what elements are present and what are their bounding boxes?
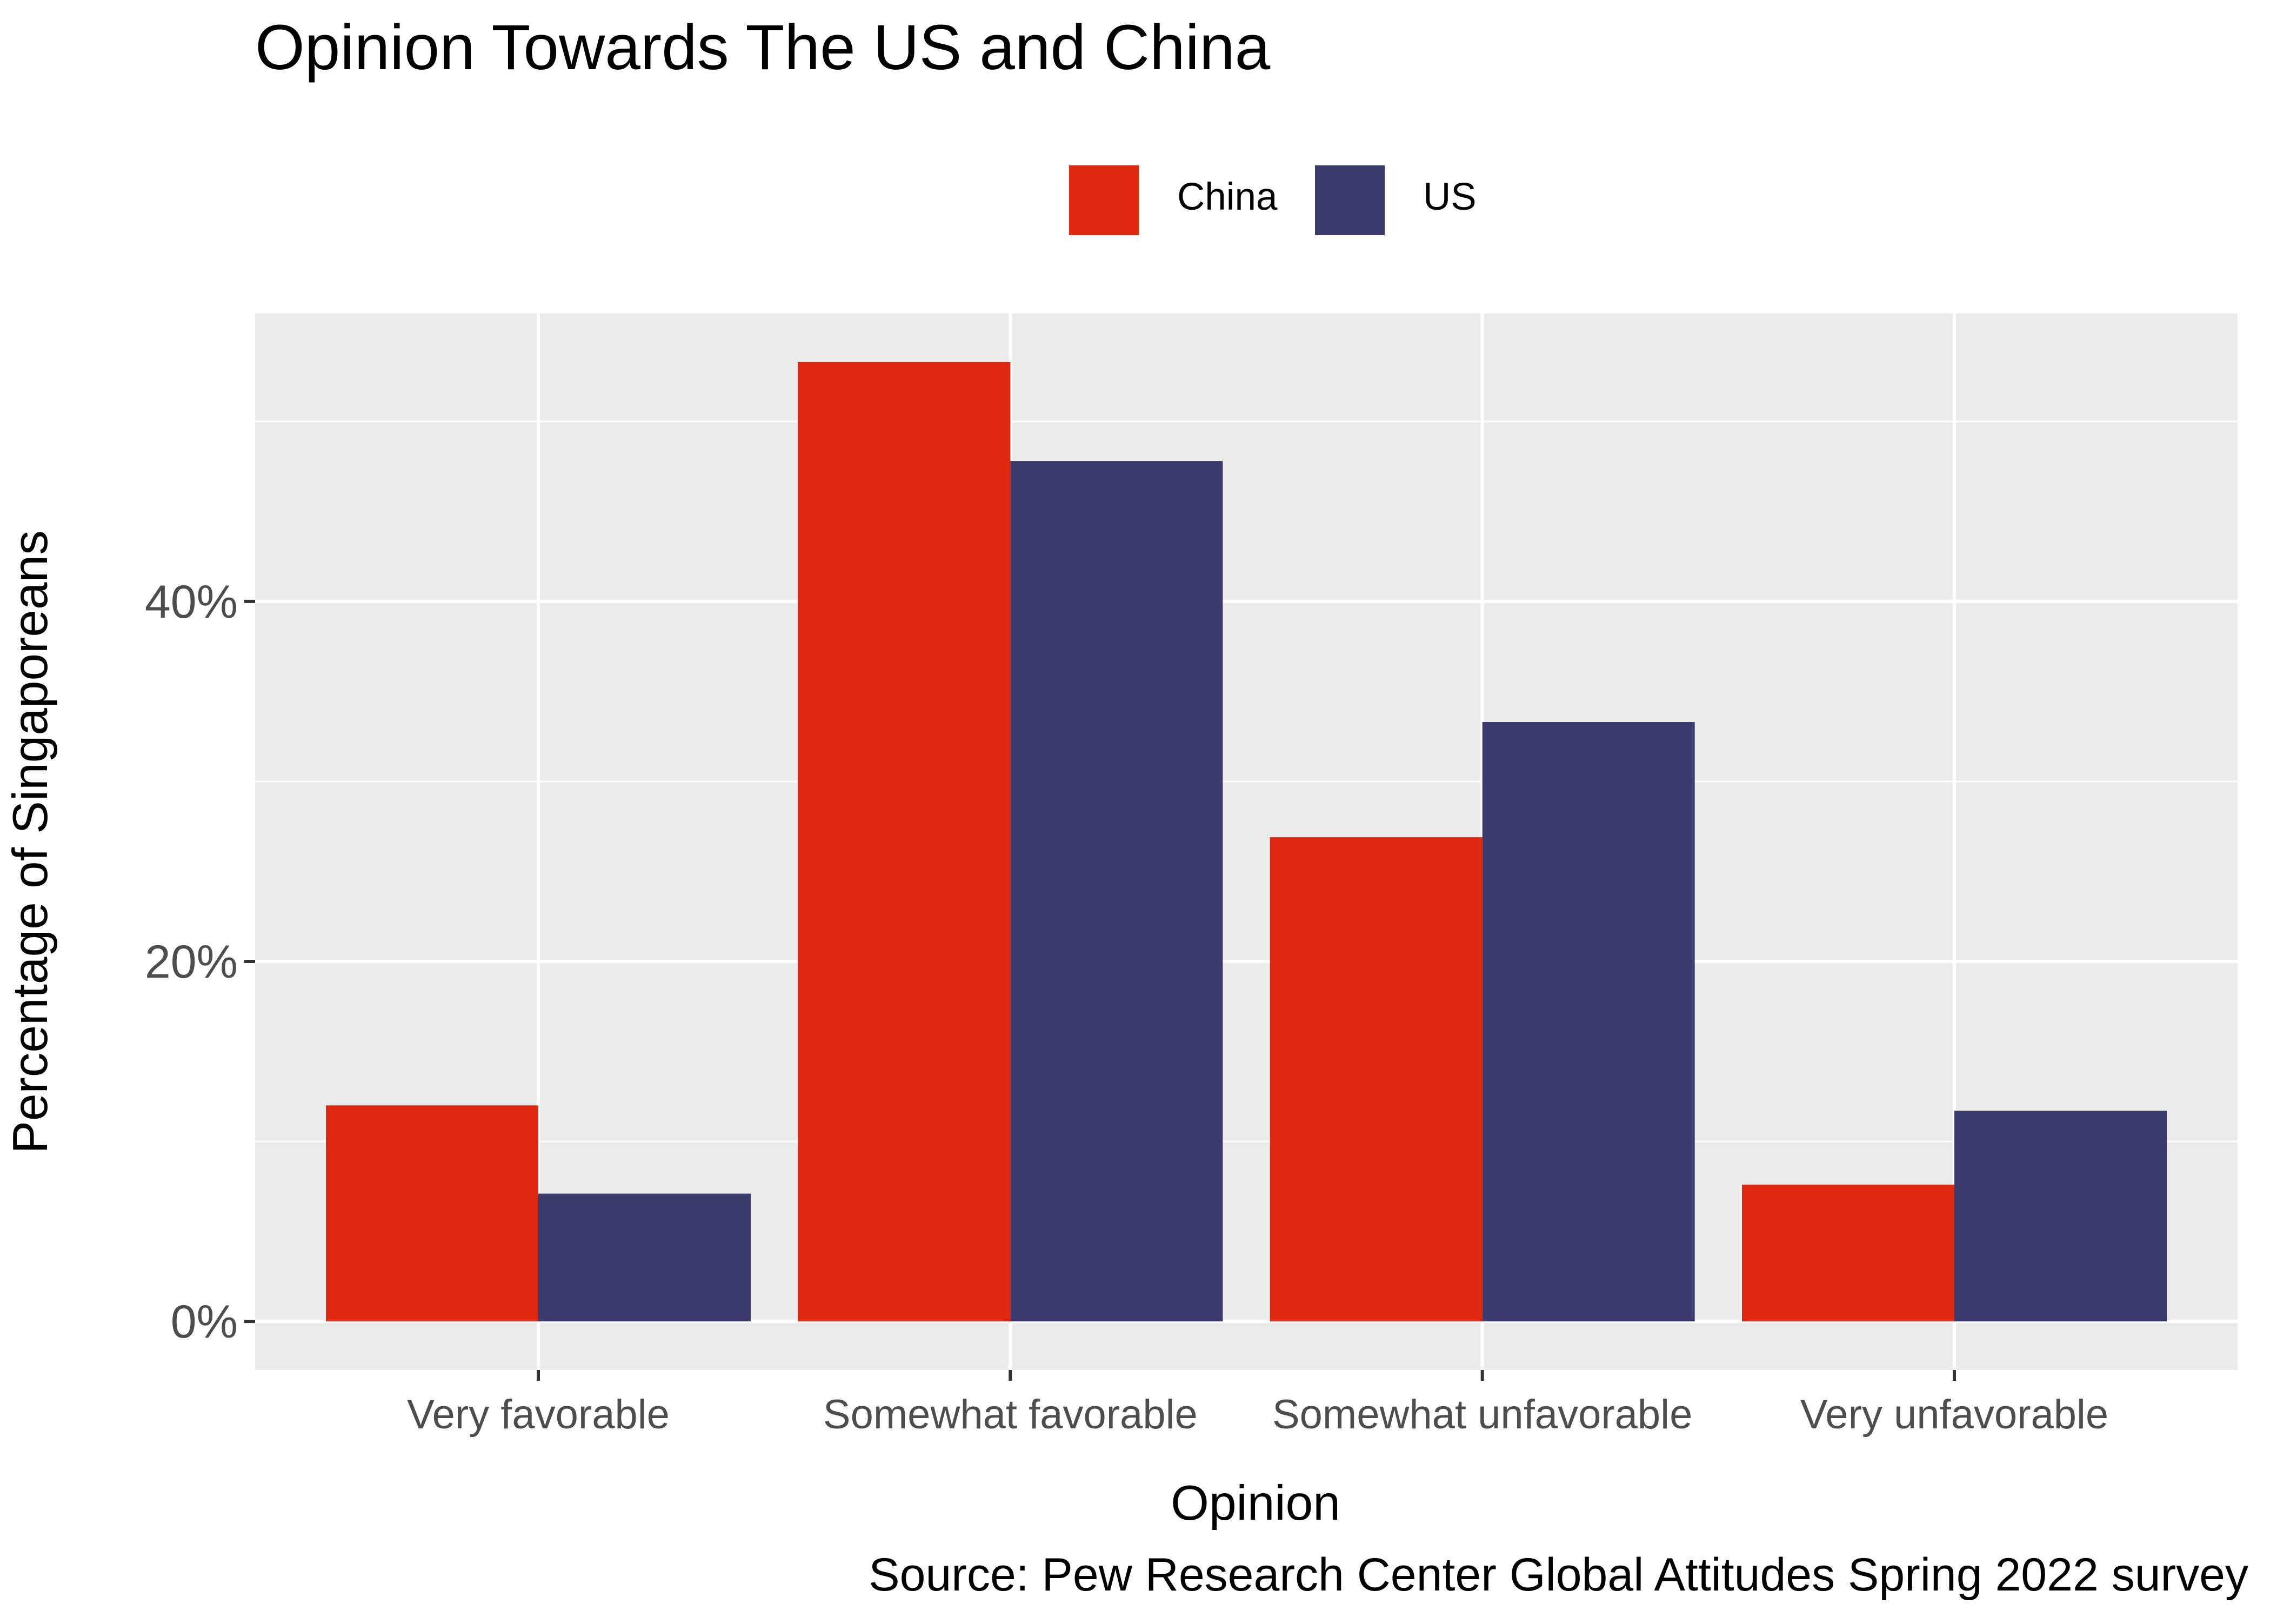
bar-us-somewhat-unfavorable — [1482, 722, 1695, 1322]
x-tick-label: Very unfavorable — [1800, 1392, 2108, 1438]
bar-us-somewhat-favorable — [1010, 461, 1223, 1322]
y-tick-label: 40% — [145, 576, 238, 628]
x-axis-title: Opinion — [1171, 1476, 1340, 1531]
bar-china-very-favorable — [326, 1105, 538, 1322]
legend: China US — [1066, 162, 1477, 238]
legend-swatch-china — [1066, 162, 1142, 238]
y-axis-title: Percentage of Singaporeans — [3, 530, 58, 1154]
legend-label-us: US — [1423, 176, 1477, 218]
bar-china-very-unfavorable — [1742, 1184, 1954, 1322]
y-tick-label: 0% — [171, 1296, 238, 1348]
x-tick-label: Somewhat favorable — [823, 1392, 1198, 1438]
x-tick-label: Somewhat unfavorable — [1272, 1392, 1692, 1438]
bar-china-somewhat-unfavorable — [1270, 837, 1483, 1322]
bar-us-very-unfavorable — [1954, 1111, 2167, 1322]
bar-layer — [326, 362, 2167, 1322]
bar-us-very-favorable — [538, 1193, 751, 1322]
bar-china-somewhat-favorable — [798, 362, 1011, 1322]
x-tick-label: Very favorable — [407, 1392, 670, 1438]
y-tick-label: 20% — [145, 936, 238, 988]
chart-title: Opinion Towards The US and China — [255, 12, 1271, 83]
legend-swatch-us — [1312, 162, 1388, 238]
axis-layer: 0% 20% 40% Very favorable Somewhat favorable… — [145, 576, 2108, 1438]
chart-caption: Source: Pew Research Center Global Attit… — [869, 1549, 2248, 1601]
legend-label-china: China — [1177, 176, 1278, 218]
